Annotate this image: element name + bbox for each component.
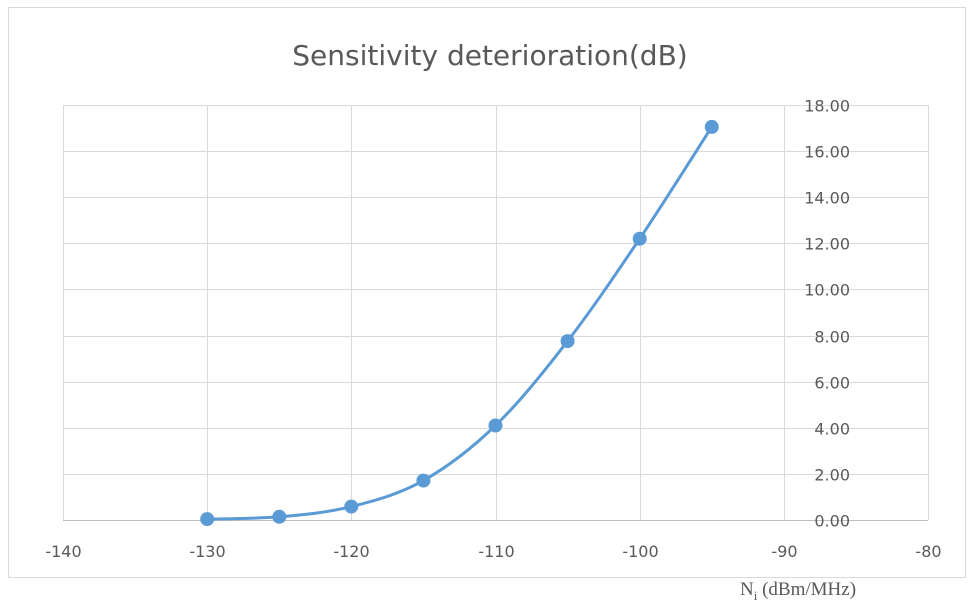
y-tick-label: 16.00 [804, 143, 850, 162]
x-axis-label: Ni (dBm/MHz) [740, 579, 960, 607]
series-line [205, 125, 714, 521]
y-tick-label: 0.00 [814, 512, 850, 531]
chart-frame [8, 7, 966, 578]
y-tick-label: 8.00 [814, 328, 850, 347]
chart: Sensitivity deterioration(dB) 0.00 2.00 4.… [45, 39, 941, 562]
x-tick-label: -120 [333, 542, 369, 561]
x-tick-label: -90 [771, 542, 797, 561]
chart-title: Sensitivity deterioration(dB) [292, 39, 687, 72]
x-tick-label: -110 [478, 542, 514, 561]
x-tick-label: -100 [622, 542, 658, 561]
tick-labels: 0.00 2.00 4.00 6.00 8.00 10.00 12.00 14.00 16.00… [45, 97, 941, 562]
x-axis-label-main: N [740, 579, 754, 600]
x-axis-label-unit: (dBm/MHz) [757, 579, 857, 600]
y-tick-label: 2.00 [814, 466, 850, 485]
data-point [560, 334, 575, 349]
y-tick-label: 12.00 [804, 235, 850, 254]
data-point [272, 509, 287, 524]
y-tick-label: 6.00 [814, 374, 850, 393]
x-tick-label: -140 [45, 542, 81, 561]
data-point [632, 231, 647, 246]
x-axis-label-subscript: i [753, 587, 758, 603]
data-point [488, 418, 503, 433]
data-point [200, 512, 215, 527]
data-point [416, 473, 431, 488]
y-tick-label: 4.00 [814, 420, 850, 439]
y-tick-label: 10.00 [804, 281, 850, 300]
y-tick-label: 18.00 [804, 97, 850, 116]
y-tick-label: 14.00 [804, 189, 850, 208]
grid [63, 105, 929, 520]
data-point [344, 499, 359, 514]
x-tick-label: -130 [189, 542, 225, 561]
series-layer [200, 119, 719, 527]
data-point [704, 119, 719, 134]
x-tick-label: -80 [915, 542, 941, 561]
